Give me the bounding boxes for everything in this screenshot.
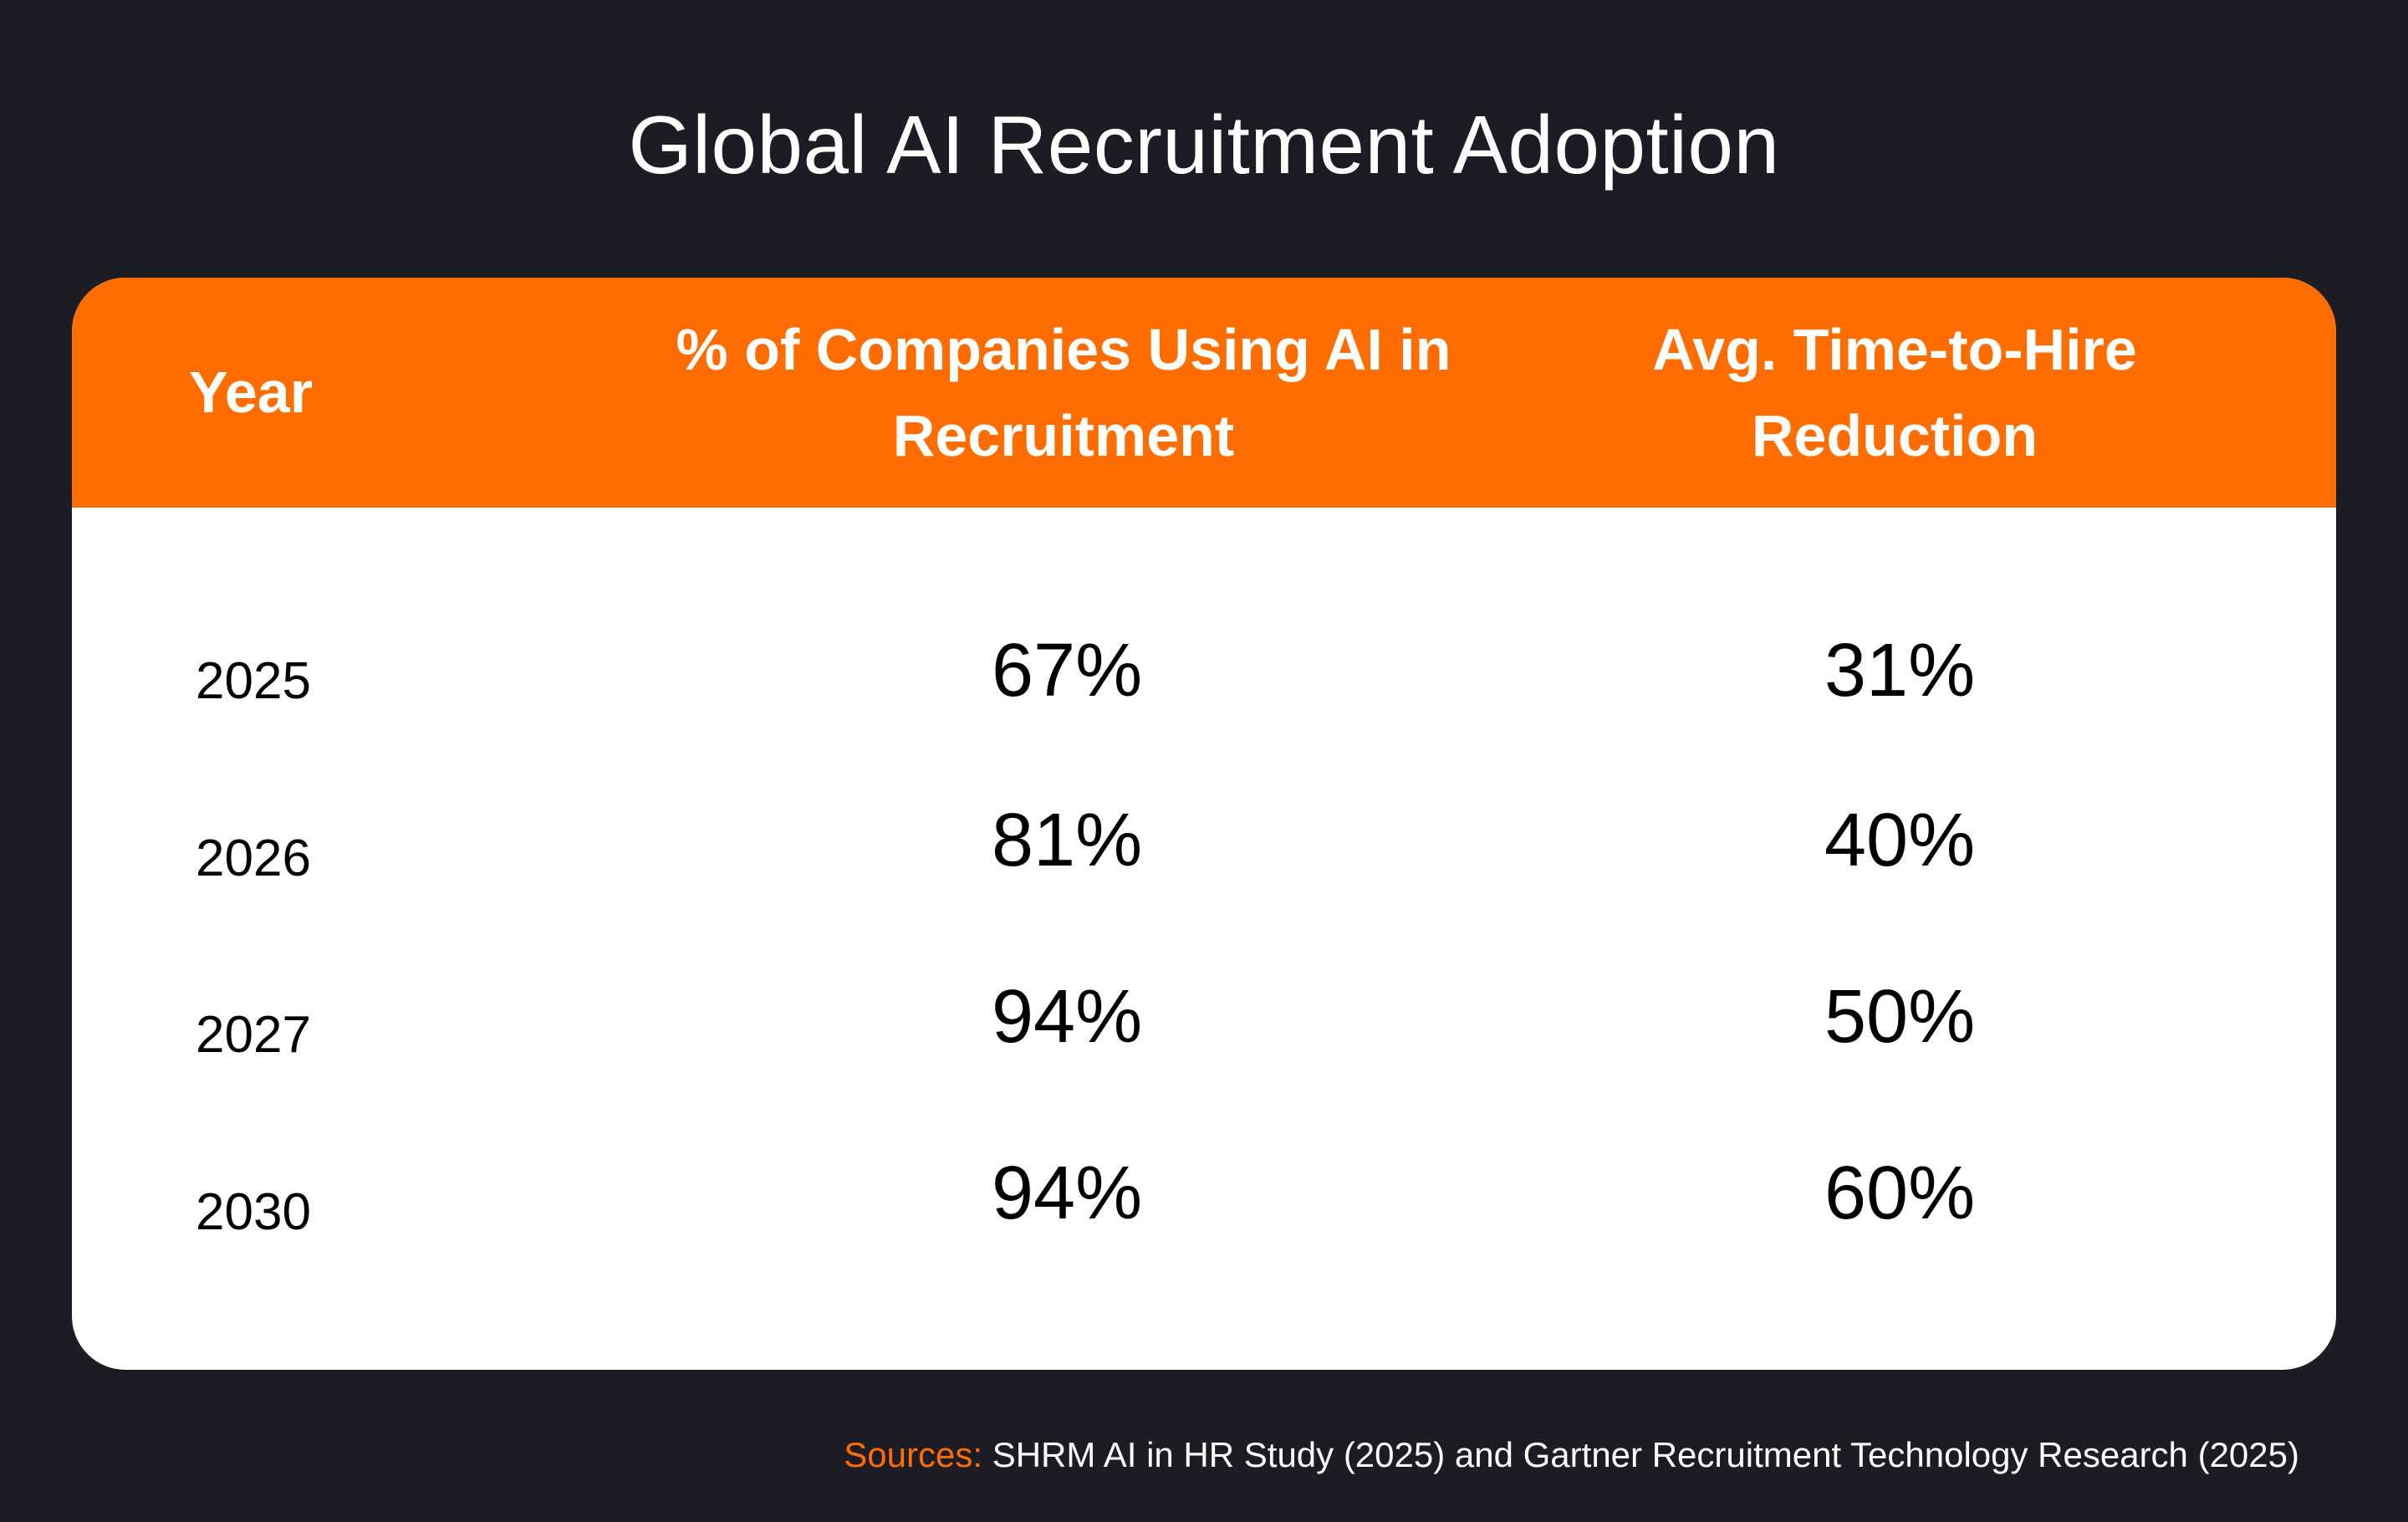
reduction-cell: 40% [1824, 799, 1976, 882]
reduction-cell: 31% [1824, 629, 1976, 712]
sources-footnote: Sources: SHRM AI in HR Study (2025) and … [844, 1434, 2299, 1476]
table-header: Year % of Companies Using AI in Recruitm… [72, 278, 2336, 508]
header-adoption-line1: % of Companies Using AI in [676, 316, 1451, 382]
adoption-cell: 67% [992, 629, 1143, 712]
adoption-cell: 94% [992, 1152, 1143, 1235]
year-cell: 2027 [196, 1006, 311, 1064]
sources-label: Sources: [844, 1435, 983, 1474]
header-reduction-line2: Reduction [1751, 402, 2038, 468]
year-cell: 2025 [196, 652, 311, 710]
header-year-label: Year [189, 360, 313, 425]
header-reduction-line1: Avg. Time-to-Hire [1652, 316, 2137, 382]
header-year: Year [189, 278, 440, 508]
header-reduction: Avg. Time-to-Hire Reduction [1393, 278, 2336, 508]
table-row: 2027 94% 50% [72, 975, 2336, 1152]
sources-text: SHRM AI in HR Study (2025) and Gartner R… [982, 1435, 2299, 1474]
table-row: 2025 67% 31% [72, 629, 2336, 806]
table-row: 2026 81% 40% [72, 799, 2336, 976]
data-table: Year % of Companies Using AI in Recruitm… [72, 278, 2336, 1370]
reduction-cell: 60% [1824, 1152, 1976, 1235]
adoption-cell: 81% [992, 799, 1143, 882]
adoption-cell: 94% [992, 975, 1143, 1059]
header-adoption: % of Companies Using AI in Recruitment [562, 278, 1565, 508]
reduction-cell: 50% [1824, 975, 1976, 1059]
year-cell: 2030 [196, 1183, 311, 1241]
table-row: 2030 94% 60% [72, 1152, 2336, 1329]
chart-title: Global AI Recruitment Adoption [628, 99, 1780, 191]
header-adoption-line2: Recruitment [892, 402, 1235, 468]
year-cell: 2026 [196, 830, 311, 887]
